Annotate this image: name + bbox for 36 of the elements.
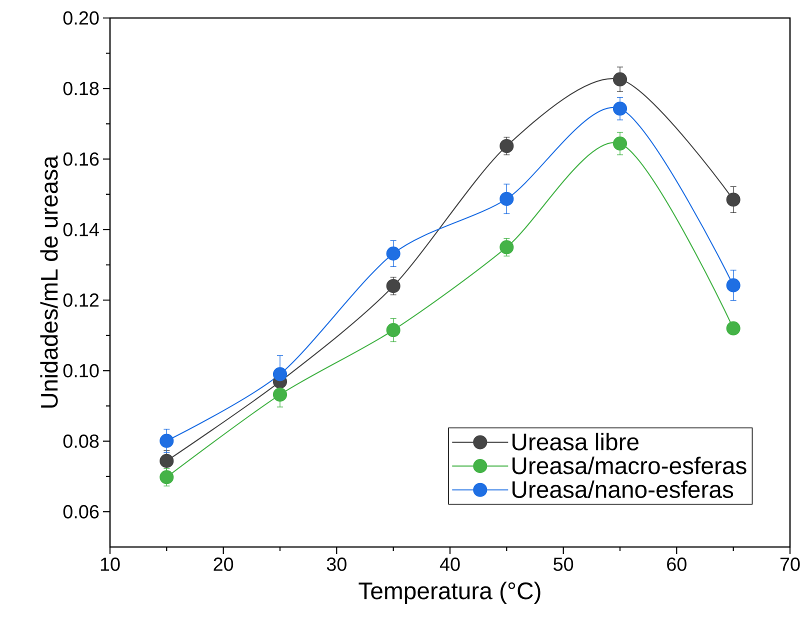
x-axis-title: Temperatura (°C): [358, 582, 540, 604]
point: [500, 192, 514, 206]
point: [612, 102, 628, 116]
x-tick-label: 50: [554, 558, 574, 571]
point: [386, 278, 400, 294]
legend-label: Ureasa/nano-esferas: [512, 480, 734, 498]
y-tick-label: 0.14: [63, 222, 99, 236]
y-tick-label: 0.08: [63, 434, 99, 448]
legend-label: Ureasa libre: [512, 432, 638, 450]
y-tick-label: 0.12: [63, 293, 99, 307]
point: [612, 136, 628, 151]
legend-label: Ureasa/macro-esferas: [512, 456, 746, 474]
x-tick-label: 30: [326, 558, 346, 571]
point: [726, 278, 740, 292]
x-tick-label: 70: [780, 558, 800, 571]
x-tick-label: 60: [667, 558, 686, 571]
point: [500, 240, 514, 254]
y-axis-title: Unidades/mL de ureasa: [40, 156, 58, 408]
point: [726, 192, 740, 207]
point: [272, 388, 288, 402]
x-tick-label: 20: [214, 558, 234, 571]
point: [272, 367, 288, 382]
point: [726, 321, 740, 336]
y-tick-label: 0.18: [63, 82, 99, 96]
point: [160, 434, 174, 448]
point: [386, 323, 400, 338]
point: [612, 72, 628, 86]
x-tick-label: 40: [440, 558, 460, 571]
y-tick-label: 0.06: [63, 505, 99, 518]
y-tick-label: 0.16: [63, 152, 99, 166]
point: [500, 138, 514, 154]
x-tick-label: 10: [100, 558, 120, 571]
y-tick-label: 0.10: [63, 364, 99, 378]
y-tick-label: 0.20: [63, 11, 99, 25]
point: [386, 246, 400, 261]
point: [160, 454, 174, 468]
